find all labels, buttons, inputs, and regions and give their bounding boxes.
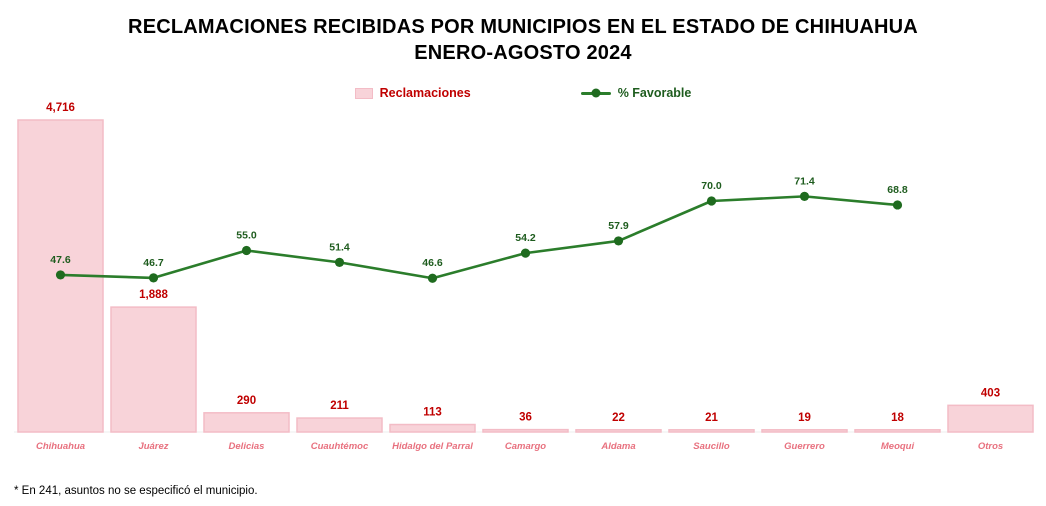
- bar-value-label-delicias: 290: [237, 395, 256, 407]
- bar-value-label-aldama: 22: [612, 412, 625, 424]
- line-value-label-saucillo: 70.0: [701, 180, 722, 192]
- bar-juarez: [110, 306, 197, 433]
- bar-value-label-juarez: 1,888: [139, 289, 168, 301]
- legend-label-favorable: % Favorable: [617, 86, 692, 100]
- footnote: * En 241, asuntos no se especificó el mu…: [14, 485, 258, 497]
- line-marker-meoqui: [892, 200, 903, 210]
- line-marker-chihuahua: [55, 270, 66, 280]
- line-marker-delicias: [241, 245, 252, 256]
- bar-hidalgo-del-parral: [389, 423, 476, 433]
- chart-title-line1: RECLAMACIONES RECIBIDAS POR MUNICIPIOS E…: [128, 16, 918, 38]
- line-value-label-juarez: 46.7: [143, 257, 164, 269]
- line-swatch-icon: [580, 88, 611, 98]
- legend-item-reclamaciones: Reclamaciones: [354, 86, 471, 100]
- legend-label-reclamaciones: Reclamaciones: [379, 86, 471, 100]
- category-label-meoqui: Meoqui: [881, 441, 915, 452]
- bar-guerrero: [761, 429, 848, 433]
- line-value-label-meoqui: 68.8: [887, 184, 908, 196]
- chart-title: RECLAMACIONES RECIBIDAS POR MUNICIPIOS E…: [0, 14, 1046, 66]
- category-label-juarez: Juárez: [138, 441, 168, 452]
- bar-value-label-saucillo: 21: [705, 412, 718, 424]
- line-marker-aldama: [613, 236, 624, 246]
- bar-value-label-chihuahua: 4,716: [46, 102, 75, 114]
- bar-delicias: [203, 412, 290, 433]
- bar-otros: [947, 404, 1034, 433]
- line-value-label-hidalgo-del-parral: 46.6: [422, 257, 443, 269]
- line-value-label-chihuahua: 47.6: [50, 254, 71, 266]
- category-label-cuauhtemoc: Cuauhtémoc: [311, 441, 369, 452]
- bar-value-label-meoqui: 18: [891, 412, 904, 424]
- bar-aldama: [575, 429, 662, 433]
- category-label-saucillo: Saucillo: [693, 441, 730, 452]
- line-value-label-aldama: 57.9: [608, 220, 629, 232]
- bar-value-label-guerrero: 19: [798, 412, 811, 424]
- line-marker-guerrero: [799, 191, 810, 201]
- bar-saucillo: [668, 429, 755, 433]
- line-marker-saucillo: [706, 196, 717, 206]
- line-value-label-cuauhtemoc: 51.4: [329, 241, 350, 253]
- bar-value-label-camargo: 36: [519, 412, 532, 424]
- category-label-delicias: Delicias: [229, 441, 265, 452]
- category-label-otros: Otros: [978, 441, 1003, 452]
- bar-value-label-cuauhtemoc: 211: [330, 400, 349, 412]
- line-marker-juarez: [148, 273, 159, 283]
- line-marker-icon: [591, 88, 601, 98]
- favorable-line: [59, 195, 899, 280]
- legend-item-favorable: % Favorable: [580, 86, 692, 100]
- category-label-hidalgo-del-parral: Hidalgo del Parral: [392, 441, 473, 452]
- bar-camargo: [482, 428, 569, 433]
- category-label-aldama: Aldama: [600, 441, 635, 452]
- line-value-label-delicias: 55.0: [236, 230, 257, 242]
- line-marker-cuauhtemoc: [334, 257, 345, 267]
- chart-title-line2: ENERO-AGOSTO 2024: [414, 42, 632, 64]
- legend: Reclamaciones % Favorable: [0, 84, 1046, 102]
- line-marker-hidalgo-del-parral: [427, 273, 438, 283]
- line-marker-camargo: [520, 248, 531, 258]
- bar-meoqui: [854, 429, 941, 433]
- category-label-guerrero: Guerrero: [784, 441, 825, 452]
- bar-value-label-hidalgo-del-parral: 113: [423, 407, 442, 419]
- category-label-chihuahua: Chihuahua: [36, 441, 85, 452]
- bar-cuauhtemoc: [296, 417, 383, 433]
- line-value-label-guerrero: 71.4: [794, 175, 815, 187]
- category-label-camargo: Camargo: [505, 441, 546, 452]
- bar-swatch-icon: [354, 87, 373, 99]
- bar-value-label-otros: 403: [981, 387, 1000, 399]
- line-value-label-camargo: 54.2: [515, 232, 536, 244]
